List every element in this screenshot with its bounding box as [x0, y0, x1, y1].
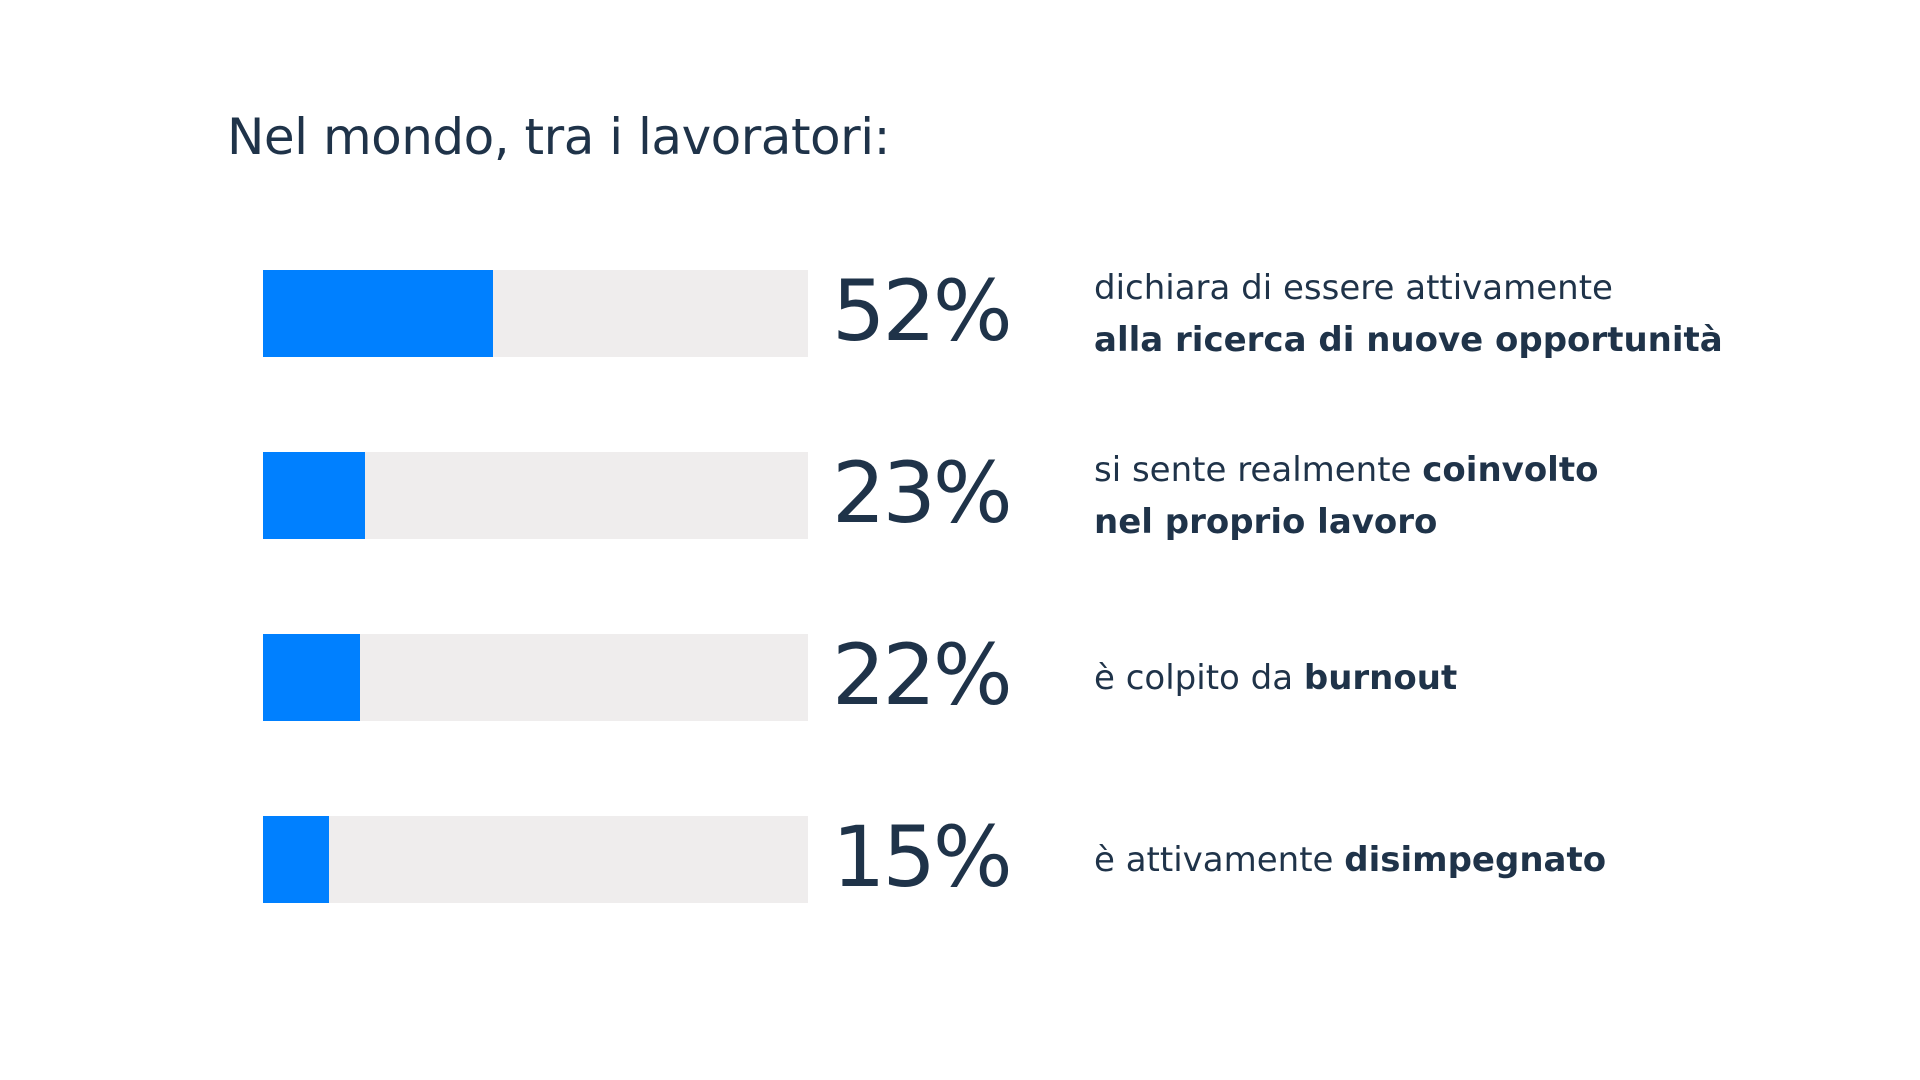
bar-fill — [263, 452, 365, 539]
description-emphasis: nel proprio lavoro — [1094, 502, 1438, 542]
description-text: dichiara di essere attivamente — [1094, 268, 1613, 308]
bar-description: dichiara di essere attivamente alla ricer… — [1094, 262, 1723, 366]
description-emphasis: alla ricerca di nuove opportunità — [1094, 320, 1723, 360]
description-line: si sente realmente coinvolto — [1094, 444, 1598, 496]
bar-fill — [263, 270, 493, 357]
bar-fill — [263, 634, 360, 721]
bar-description: si sente realmente coinvolto nel proprio … — [1094, 444, 1598, 548]
bar-track — [263, 270, 808, 357]
bar-track — [263, 634, 808, 721]
chart-title: Nel mondo, tra i lavoratori: — [227, 108, 890, 166]
description-emphasis: coinvolto — [1422, 450, 1599, 490]
description-text: è colpito da — [1094, 658, 1304, 698]
description-line: nel proprio lavoro — [1094, 496, 1598, 548]
description-text: è attivamente — [1094, 840, 1345, 880]
bar-description: è colpito da burnout — [1094, 652, 1457, 704]
percent-label: 52% — [832, 262, 1013, 360]
description-line: è attivamente disimpegnato — [1094, 834, 1606, 886]
bar-row: 15% è attivamente disimpegnato — [0, 808, 1920, 906]
description-line: alla ricerca di nuove opportunità — [1094, 314, 1723, 366]
bar-row: 23% si sente realmente coinvolto nel propr… — [0, 444, 1920, 542]
bar-description: è attivamente disimpegnato — [1094, 834, 1606, 886]
bar-track — [263, 816, 808, 903]
description-line: dichiara di essere attivamente — [1094, 262, 1723, 314]
description-line: è colpito da burnout — [1094, 652, 1457, 704]
percent-label: 22% — [832, 626, 1013, 724]
description-text: si sente realmente — [1094, 450, 1423, 490]
description-emphasis: burnout — [1303, 658, 1458, 698]
percent-label: 15% — [832, 808, 1013, 906]
description-emphasis: disimpegnato — [1344, 840, 1607, 880]
percent-label: 23% — [832, 444, 1013, 542]
bar-fill — [263, 816, 329, 903]
bar-track — [263, 452, 808, 539]
bar-row: 22% è colpito da burnout — [0, 626, 1920, 724]
bar-row: 52% dichiara di essere attivamente alla ri… — [0, 262, 1920, 360]
